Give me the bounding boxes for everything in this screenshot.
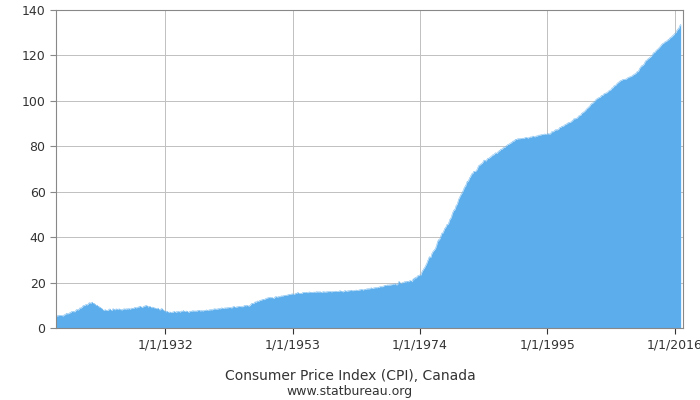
Text: Consumer Price Index (CPI), Canada: Consumer Price Index (CPI), Canada — [225, 369, 475, 383]
Text: www.statbureau.org: www.statbureau.org — [287, 386, 413, 398]
